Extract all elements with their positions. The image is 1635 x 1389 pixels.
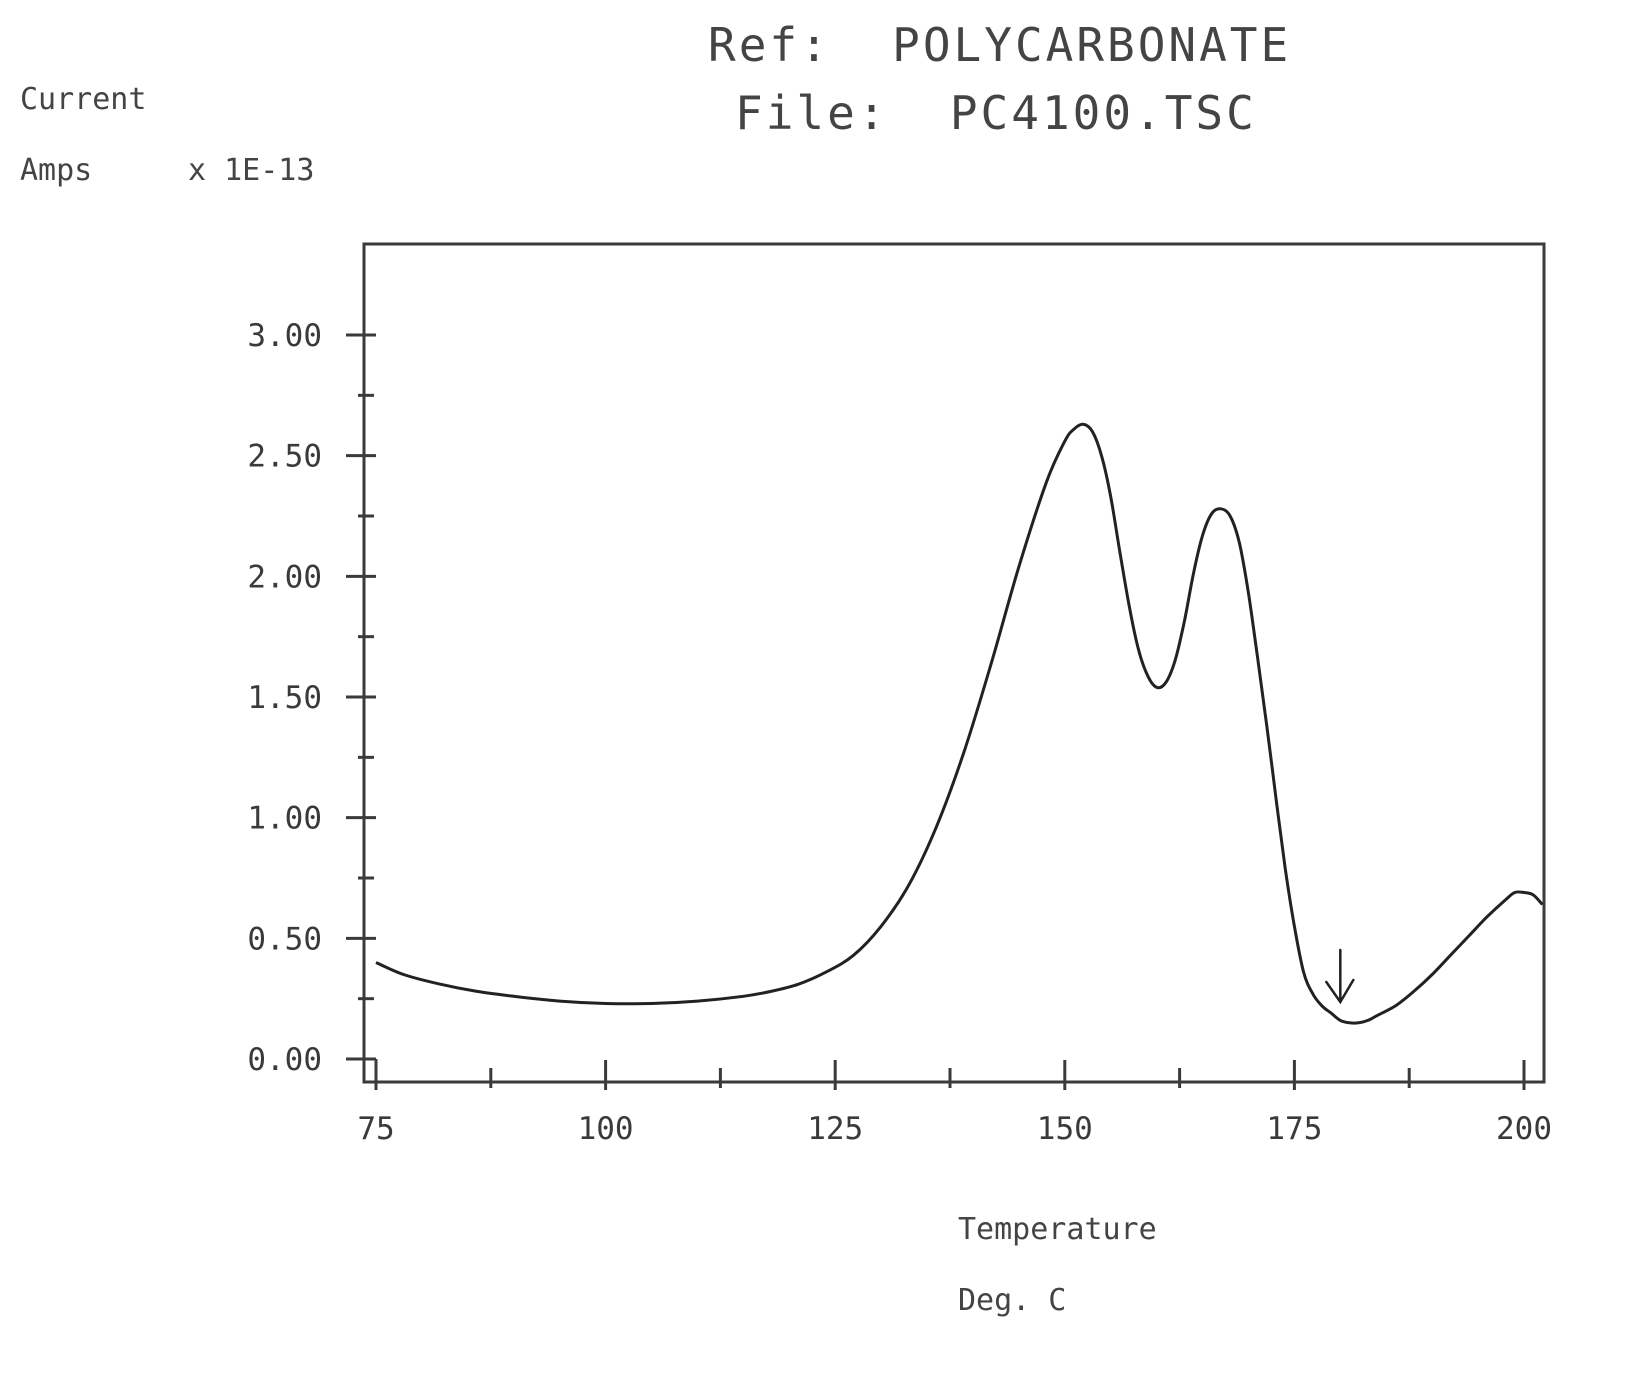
y-tick-label: 0.00 <box>247 1042 322 1078</box>
x-tick-label: 125 <box>807 1111 863 1147</box>
annotation-layer <box>1325 948 1355 1005</box>
x-tick-label: 200 <box>1496 1111 1552 1147</box>
x-tick-label: 100 <box>578 1111 634 1147</box>
x-axis-label-units: Deg. C <box>958 1283 1067 1318</box>
y-axis-scale-label: x 1E-13 <box>188 153 315 188</box>
y-tick-label: 2.00 <box>247 559 322 595</box>
y-tick-label: 1.00 <box>247 801 322 837</box>
y-axis-label-current: Current <box>20 82 147 117</box>
arrow-marker <box>1325 948 1355 1005</box>
axis-layer: 0.00 0.50 1.00 1.50 2.00 2.50 3.00 75 100 125 150 1… <box>247 318 1552 1147</box>
x-tick-label: 175 <box>1266 1111 1322 1147</box>
x-tick-label: 150 <box>1037 1111 1093 1147</box>
y-tick-label: 0.50 <box>247 921 322 957</box>
y-tick-label: 2.50 <box>247 439 322 475</box>
x-axis-label-temperature: Temperature <box>958 1212 1157 1247</box>
series-layer <box>375 422 1544 1025</box>
chart-title-ref: Ref: POLYCARBONATE <box>708 18 1292 72</box>
x-tick-label: 75 <box>357 1111 394 1147</box>
y-tick-label: 1.50 <box>247 680 322 716</box>
y-tick-label: 3.00 <box>247 318 322 354</box>
plot-frame <box>362 242 1546 1084</box>
chart-title-file: File: PC4100.TSC <box>735 86 1257 140</box>
y-axis-label-amps: Amps <box>20 153 93 188</box>
tsc-current-line <box>375 422 1544 1025</box>
